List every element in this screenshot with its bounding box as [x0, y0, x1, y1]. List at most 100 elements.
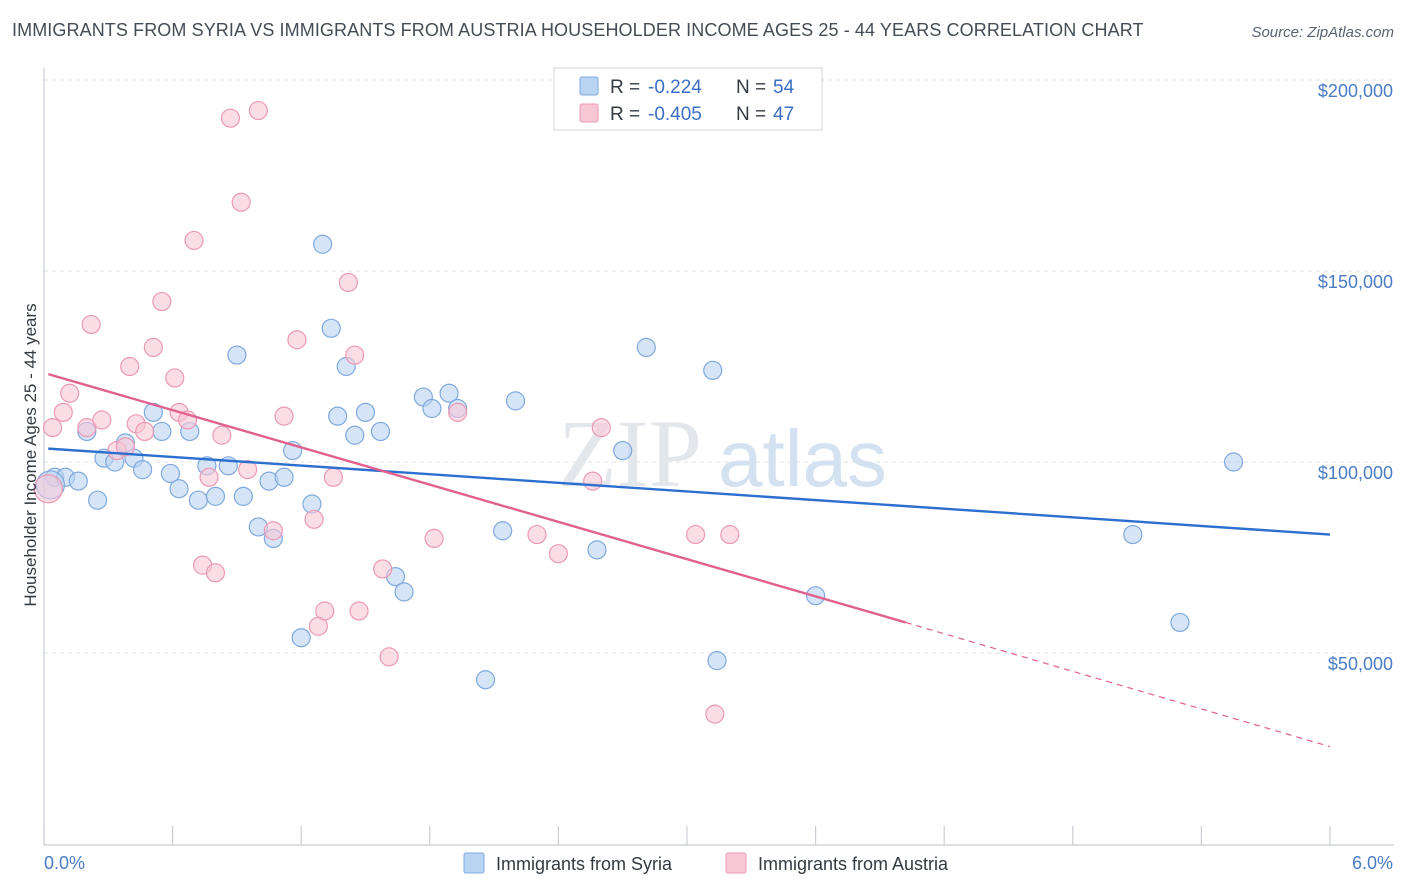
syria-point-11 [152, 421, 172, 442]
legend-austria-swatch [725, 852, 747, 874]
austria-point-27 [274, 406, 294, 426]
y-tick-label-2: $150,000 [1318, 272, 1393, 292]
austria-point-46 [720, 524, 740, 545]
series-legend: Immigrants from Syria Immigrants from Au… [463, 852, 949, 874]
austria-point-26 [263, 521, 283, 541]
syria-point-42 [493, 521, 513, 541]
austria-point-4 [77, 418, 97, 438]
austria-point-12 [143, 337, 163, 357]
syria-point-13 [169, 479, 189, 499]
syria-trend-line-0 [48, 447, 1331, 536]
syria-point-46 [636, 337, 656, 357]
austria-swatch [579, 103, 599, 123]
syria-r-label: R = [610, 77, 640, 98]
syria-point-12 [160, 463, 181, 484]
austria-point-37 [379, 647, 399, 667]
syria-point-45 [613, 440, 633, 461]
syria-point-47 [703, 360, 723, 380]
syria-point-51 [1170, 612, 1190, 633]
austria-point-6 [92, 410, 112, 430]
x-tick-label-max: 6.0% [1352, 853, 1393, 873]
syria-point-28 [313, 234, 333, 254]
austria-point-35 [349, 601, 369, 621]
austria-point-9 [120, 356, 140, 377]
y-tick-label-1: $100,000 [1318, 463, 1393, 483]
austria-trend-line-1 [47, 372, 906, 624]
austria-point-36 [373, 559, 393, 579]
austria-point-1 [42, 418, 63, 438]
austria-point-42 [583, 471, 603, 491]
x-tick-label-min: 0.0% [44, 853, 85, 873]
source-label: Source: ZipAtlas.com [1251, 24, 1394, 41]
x-tick-labels: 0.0% 6.0% [44, 853, 1393, 873]
stats-legend: R = -0.224 N = 54 R = -0.405 N = 47 [553, 67, 823, 131]
syria-point-20 [233, 486, 253, 506]
y-tick-label-0: $50,000 [1328, 654, 1393, 674]
austria-point-22 [220, 108, 241, 128]
austria-point-39 [448, 402, 468, 422]
austria-point-11 [135, 421, 155, 442]
austria-point-23 [231, 192, 251, 212]
austria-n-value: 47 [773, 104, 794, 125]
austria-point-21 [212, 425, 232, 445]
austria-point-19 [199, 467, 219, 487]
syria-point-34 [370, 421, 391, 442]
y-tick-label-3: $200,000 [1318, 81, 1393, 101]
syria-point-52 [1223, 452, 1244, 472]
austria-point-32 [323, 467, 343, 487]
austria-point-24 [238, 460, 258, 480]
syria-point-36 [394, 582, 414, 602]
austria-point-44 [685, 524, 706, 545]
syria-point-48 [707, 651, 727, 671]
axes [43, 68, 1394, 846]
trend-lines [47, 372, 1331, 748]
austria-point-28 [287, 330, 307, 350]
stats-legend-box [553, 67, 823, 131]
syria-point-17 [205, 486, 226, 506]
austria-point-43 [591, 418, 611, 438]
austria-point-40 [527, 524, 547, 545]
syria-point-50 [1123, 524, 1143, 545]
syria-point-9 [132, 460, 153, 480]
austria-point-41 [548, 544, 569, 564]
austria-point-25 [248, 100, 268, 121]
legend-syria-swatch [463, 852, 485, 874]
y-axis-label: Householder Income Ages 25 - 44 years [21, 303, 40, 606]
legend-austria-label: Immigrants from Austria [758, 854, 949, 874]
austria-trend-line-2 [905, 621, 1331, 748]
austria-point-13 [152, 291, 172, 312]
syria-point-4 [87, 490, 108, 510]
legend-syria-label: Immigrants from Syria [496, 854, 673, 874]
austria-point-0 [33, 474, 63, 504]
austria-point-2 [53, 402, 73, 422]
syria-point-38 [422, 398, 442, 419]
syria-point-43 [505, 391, 526, 411]
y-tick-labels: $50,000 $100,000 $150,000 $200,000 [1318, 81, 1393, 674]
austria-point-45 [705, 704, 725, 724]
austria-point-34 [345, 345, 365, 365]
chart-title: IMMIGRANTS FROM SYRIA VS IMMIGRANTS FROM… [12, 20, 1144, 40]
syria-point-44 [587, 540, 607, 560]
syria-swatch [579, 76, 599, 96]
austria-point-8 [115, 437, 136, 457]
austria-point-33 [338, 272, 358, 293]
syria-n-value: 54 [773, 77, 795, 98]
austria-n-label: N = [736, 104, 766, 125]
austria-point-5 [81, 314, 101, 335]
syria-point-19 [227, 345, 247, 365]
austria-r-label: R = [610, 104, 640, 125]
austria-point-20 [205, 563, 226, 583]
watermark-atlas: atlas [718, 414, 887, 503]
austria-r-value: -0.405 [648, 104, 702, 125]
syria-point-32 [345, 425, 365, 445]
austria-points [33, 100, 740, 724]
austria-point-38 [424, 528, 444, 549]
austria-point-14 [165, 368, 185, 388]
austria-point-17 [184, 230, 204, 251]
austria-point-31 [315, 601, 335, 621]
watermark: ZIP atlas [558, 400, 887, 507]
syria-point-41 [475, 670, 496, 690]
syria-point-26 [291, 628, 311, 648]
syria-r-value: -0.224 [648, 77, 702, 98]
